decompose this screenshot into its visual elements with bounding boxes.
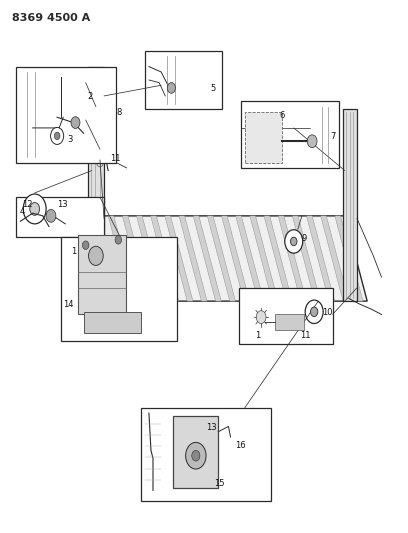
Text: 9: 9	[302, 233, 307, 243]
Text: 2: 2	[88, 92, 93, 101]
Text: 8369 4500 A: 8369 4500 A	[12, 13, 91, 23]
Circle shape	[82, 241, 89, 249]
Circle shape	[192, 450, 200, 461]
Text: 3: 3	[67, 135, 73, 144]
Bar	[61, 237, 177, 341]
Circle shape	[310, 307, 318, 317]
Text: 1: 1	[255, 331, 260, 340]
Bar	[78, 235, 126, 314]
Polygon shape	[165, 216, 193, 301]
Bar	[141, 408, 271, 501]
Polygon shape	[108, 216, 136, 301]
Text: 6: 6	[279, 111, 285, 120]
Text: 8: 8	[116, 108, 122, 117]
Polygon shape	[278, 216, 306, 301]
Circle shape	[285, 230, 303, 253]
Circle shape	[305, 300, 323, 324]
Circle shape	[46, 209, 56, 222]
Bar	[241, 101, 339, 168]
Text: 10: 10	[322, 308, 333, 317]
Text: 14: 14	[63, 300, 74, 309]
Polygon shape	[236, 216, 264, 301]
Circle shape	[89, 246, 103, 265]
Text: 11: 11	[300, 331, 310, 340]
Polygon shape	[90, 216, 367, 301]
Text: 11: 11	[110, 154, 121, 163]
Circle shape	[290, 237, 297, 246]
Polygon shape	[250, 216, 278, 301]
Polygon shape	[293, 216, 320, 301]
Text: 12: 12	[22, 200, 33, 209]
Bar	[275, 314, 304, 330]
Text: 5: 5	[210, 84, 215, 93]
Circle shape	[256, 311, 266, 324]
Bar	[16, 67, 116, 163]
Polygon shape	[137, 216, 164, 301]
Bar	[145, 51, 222, 109]
Bar	[245, 112, 282, 163]
Text: 4: 4	[20, 207, 25, 216]
Bar	[16, 197, 104, 237]
Circle shape	[30, 203, 40, 215]
Polygon shape	[306, 216, 335, 301]
Circle shape	[167, 83, 175, 93]
Polygon shape	[207, 216, 235, 301]
Circle shape	[51, 127, 64, 144]
Polygon shape	[179, 216, 207, 301]
Bar	[84, 312, 141, 333]
Polygon shape	[343, 109, 357, 301]
Polygon shape	[321, 216, 349, 301]
Bar	[239, 288, 333, 344]
Polygon shape	[222, 216, 250, 301]
Polygon shape	[193, 216, 221, 301]
Polygon shape	[335, 216, 363, 301]
Text: 15: 15	[214, 479, 225, 488]
Circle shape	[115, 236, 122, 244]
Circle shape	[186, 442, 206, 469]
Text: 7: 7	[330, 132, 336, 141]
Polygon shape	[94, 216, 122, 301]
Text: 13: 13	[206, 423, 217, 432]
Circle shape	[307, 135, 317, 148]
Polygon shape	[151, 216, 179, 301]
Text: 1: 1	[71, 247, 77, 256]
Text: 13: 13	[57, 200, 68, 209]
Polygon shape	[88, 67, 104, 304]
Circle shape	[71, 117, 80, 128]
Polygon shape	[122, 216, 151, 301]
Circle shape	[23, 194, 46, 224]
Bar	[173, 416, 218, 488]
Circle shape	[54, 132, 60, 140]
Polygon shape	[264, 216, 292, 301]
Text: 16: 16	[235, 441, 245, 450]
